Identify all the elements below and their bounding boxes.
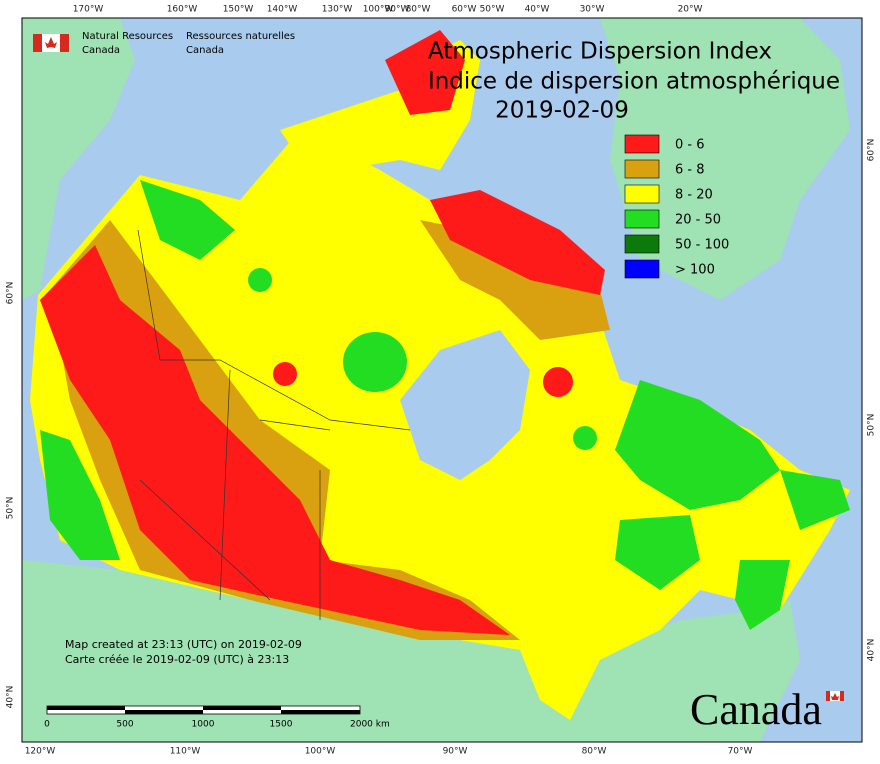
legend: 0 - 6 6 - 8 8 - 20 20 - 50 50 - 100 > 100 [624, 134, 729, 279]
alaska [22, 18, 135, 300]
greenland [600, 18, 850, 300]
credit: Carte créée le 2019-02-09 (UTC) à 23:13 [65, 653, 289, 666]
scale-bar: 0 500 1000 1500 2000 km [44, 705, 390, 730]
graticule-label: 50°W [480, 5, 505, 15]
graticule-label: 90°W [385, 5, 410, 15]
graticule-label: 170°W [73, 5, 104, 15]
zone-20-50 [780, 470, 850, 530]
hudson-bay [400, 330, 530, 480]
legend-label: 6 - 8 [675, 163, 705, 178]
legend-swatch [624, 209, 660, 229]
flag-bar [826, 691, 830, 701]
zone-20-50 [140, 180, 235, 260]
agency-en: Natural Resources [82, 31, 173, 42]
legend-swatch [624, 159, 660, 179]
scale-bar-segment [281, 710, 360, 714]
graticule-bottom: 120°W 110°W 100°W 90°W 80°W 70°W [25, 747, 753, 757]
scale-label: 0 [44, 720, 50, 730]
flag-bar [33, 34, 42, 52]
agency-fr: Canada [186, 45, 224, 56]
agency-en: Canada [82, 45, 120, 56]
scale-label: 500 [116, 720, 133, 730]
wordmark: Canada [690, 685, 822, 734]
zone-0-6 [40, 245, 510, 635]
graticule-label: 120°W [25, 747, 56, 757]
graticule-right: 60°N 50°N 40°N [867, 139, 877, 662]
graticule-label: 140°W [267, 5, 298, 15]
legend-swatch [624, 234, 660, 254]
provincial-boundaries [137, 229, 411, 620]
agency-fr: Ressources naturelles [186, 31, 295, 42]
zone-20-50 [573, 426, 597, 450]
legend-swatch [624, 134, 660, 154]
zone-6-8 [420, 220, 610, 340]
map-frame [22, 18, 862, 742]
legend-swatch [624, 259, 660, 279]
usa [22, 560, 800, 742]
graticule-label: 50°N [6, 497, 16, 520]
graticule-label: 80°W [582, 747, 607, 757]
scale-bar-segment [125, 710, 203, 714]
credit: Map created at 23:13 (UTC) on 2019-02-09 [65, 638, 302, 651]
graticule-label: 40°N [6, 686, 16, 709]
graticule-label: 150°W [223, 5, 254, 15]
zone-0-6 [543, 367, 573, 397]
zone-20-50 [248, 268, 272, 292]
scale-bar-segment [203, 706, 281, 710]
legend-swatch [624, 184, 660, 204]
zone-20-50 [343, 332, 407, 392]
scale-label: 2000 km [350, 720, 390, 730]
graticule-label: 50°N [867, 414, 877, 437]
graticule-label: 90°W [443, 747, 468, 757]
frame [21, 17, 863, 743]
graticule-label: 130°W [322, 5, 353, 15]
map-date: 2019-02-09 [495, 98, 629, 124]
graticule-label: 30°W [580, 5, 605, 15]
nrcan-signature: Natural Resources Canada Ressources natu… [33, 31, 295, 56]
legend-label: 50 - 100 [675, 238, 729, 253]
graticule-label: 60°N [6, 282, 16, 305]
maple-leaf [831, 693, 839, 700]
flag-bar [60, 34, 69, 52]
title-fr: Indice de dispersion atmosphérique [428, 69, 840, 95]
graticule-label: 60°W [452, 5, 477, 15]
legend-label: > 100 [675, 263, 715, 278]
canada-wordmark: Canada [690, 685, 844, 734]
zone-20-50 [615, 515, 700, 590]
graticule-left: 60°N 50°N 40°N [6, 282, 16, 709]
flag-bar [840, 691, 844, 701]
graticule-label: 70°W [728, 747, 753, 757]
legend-label: 0 - 6 [675, 138, 705, 153]
legend-label: 8 - 20 [675, 188, 713, 203]
graticule-label: 110°W [170, 747, 201, 757]
scale-label: 1000 [192, 720, 215, 730]
scale-bar-segment [47, 706, 125, 710]
zone-20-50 [40, 430, 120, 560]
zone-20-50 [615, 380, 780, 510]
zone-20-50 [735, 560, 790, 630]
legend-label: 20 - 50 [675, 213, 721, 228]
graticule-label: 100°W [305, 747, 336, 757]
graticule-label: 80°W [406, 5, 431, 15]
zone-0-6 [273, 362, 297, 386]
scale-label: 1500 [270, 720, 293, 730]
title-en: Atmospheric Dispersion Index [428, 39, 772, 65]
maple-leaf [45, 37, 57, 48]
graticule-label: 40°N [867, 639, 877, 662]
graticule-label: 60°N [867, 139, 877, 162]
graticule-label: 40°W [525, 5, 550, 15]
graticule-label: 20°W [678, 5, 703, 15]
zone-0-6 [430, 190, 605, 295]
graticule-top: 170°W 160°W 150°W 140°W 130°W 100°W90°W80°W 60… [73, 5, 703, 15]
graticule-label: 100°W [363, 5, 394, 15]
zone-0-6 [385, 30, 465, 115]
graticule-label: 160°W [167, 5, 198, 15]
